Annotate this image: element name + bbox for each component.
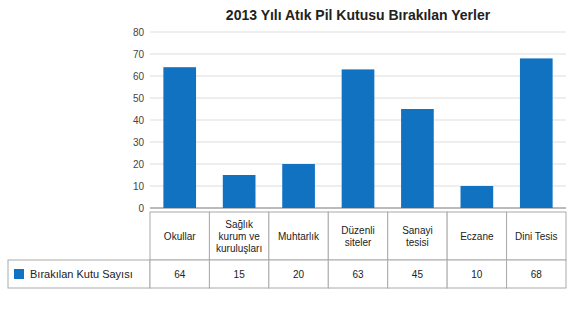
table-value: 64 — [174, 269, 186, 280]
bar — [342, 69, 375, 208]
y-tick-label: 50 — [133, 93, 145, 104]
table-value: 45 — [412, 269, 424, 280]
title: 2013 Yılı Atık Pil Kutusu Bırakılan Yerl… — [226, 7, 491, 23]
table-value-cell — [150, 260, 209, 288]
bar — [282, 164, 315, 208]
chart: 2013 Yılı Atık Pil Kutusu Bırakılan Yerl… — [0, 0, 574, 331]
table-header-cell — [328, 212, 387, 260]
legend-swatch — [14, 269, 24, 279]
y-tick-label: 60 — [133, 71, 145, 82]
category-label: Sanayitesisi — [402, 225, 433, 248]
bar — [223, 175, 256, 208]
table-header-cell — [507, 212, 566, 260]
y-tick-label: 20 — [133, 159, 145, 170]
bar — [461, 186, 494, 208]
y-tick-label: 70 — [133, 49, 145, 60]
table-value-cell — [388, 260, 447, 288]
y-tick-label: 80 — [133, 27, 145, 38]
bars — [163, 58, 552, 208]
table-value: 15 — [234, 269, 246, 280]
grid-line — [150, 32, 566, 33]
table-value: 20 — [293, 269, 305, 280]
grid — [150, 32, 566, 208]
bar — [163, 67, 196, 208]
table-header-cell — [269, 212, 328, 260]
table-value-cell — [447, 260, 506, 288]
category-label: Düzenlisiteler — [341, 225, 374, 248]
chart-container: 2013 Yılı Atık Pil Kutusu Bırakılan Yerl… — [0, 0, 574, 331]
category-label: Eczane — [460, 231, 494, 242]
category-label: Dini Tesis — [515, 231, 558, 242]
table-value-cell — [269, 260, 328, 288]
bar — [520, 58, 553, 208]
legend-label: Bırakılan Kutu Sayısı — [30, 268, 133, 280]
table-value: 63 — [352, 269, 364, 280]
y-tick-label: 10 — [133, 181, 145, 192]
category-label: Sağlıkkurum vekuruluşları — [216, 219, 262, 254]
table-header-cell — [388, 212, 447, 260]
category-label: Okullar — [164, 231, 196, 242]
grid-line — [150, 54, 566, 55]
category-label: Muhtarlık — [278, 231, 320, 242]
data-table: Okullar Sağlıkkurum vekuruluşları Muhtarlı… — [8, 212, 566, 288]
table-header-cell — [209, 212, 268, 260]
bar — [401, 109, 434, 208]
y-tick-label: 40 — [133, 115, 145, 126]
table-value: 10 — [471, 269, 483, 280]
y-tick-label: 0 — [138, 203, 144, 214]
y-tick-label: 30 — [133, 137, 145, 148]
table-value-cell — [328, 260, 387, 288]
table-header-cell — [447, 212, 506, 260]
table-label-cell — [8, 260, 150, 288]
table-value-cell — [507, 260, 566, 288]
table-value-cell — [209, 260, 268, 288]
table-header-cell — [150, 212, 209, 260]
table-value: 68 — [531, 269, 543, 280]
